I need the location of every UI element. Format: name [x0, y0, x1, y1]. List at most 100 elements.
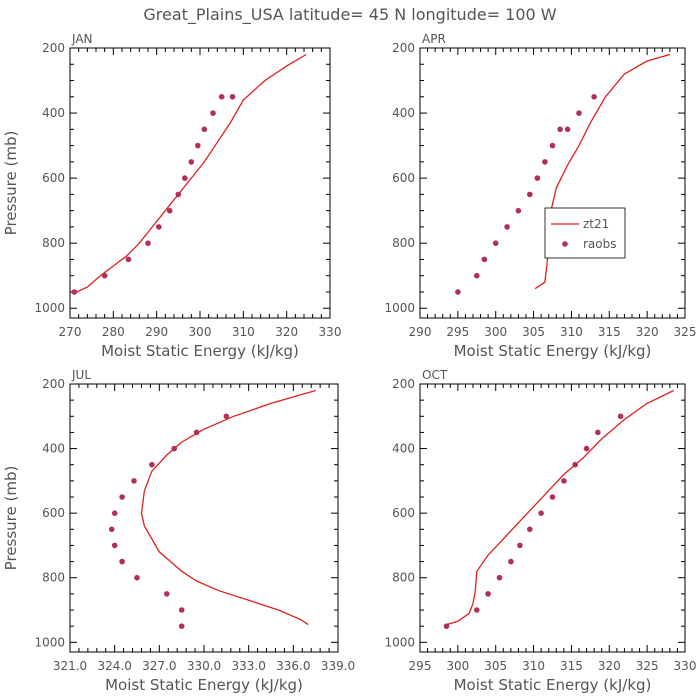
- data-point-raobs: [108, 526, 115, 533]
- legend: zt21 raobs: [544, 207, 626, 259]
- data-point-raobs: [549, 142, 556, 149]
- x-axis-label: Moist Static Energy (kJ/kg): [454, 342, 652, 360]
- x-tick-label: 280: [102, 325, 125, 339]
- data-point-raobs: [561, 478, 567, 484]
- x-tick-label: 305: [484, 659, 507, 673]
- data-point-raobs: [474, 607, 480, 613]
- data-point-raobs: [166, 207, 173, 214]
- x-tick-label: 330: [319, 325, 342, 339]
- series-line-zt21: [534, 53, 671, 290]
- data-point-raobs: [210, 110, 216, 116]
- data-point-raobs: [515, 207, 522, 214]
- data-point-raobs: [119, 494, 125, 500]
- y-axis-label: Pressure (mb): [2, 131, 20, 236]
- y-tick-label: 600: [42, 506, 65, 520]
- x-tick-label: 325: [636, 659, 659, 673]
- data-point-raobs: [201, 126, 208, 133]
- data-point-raobs: [617, 413, 624, 420]
- y-tick-label: 1000: [34, 301, 65, 315]
- y-tick-label: 400: [392, 106, 415, 120]
- data-point-raobs: [595, 429, 601, 436]
- y-tick-label: 200: [42, 377, 65, 391]
- x-tick-label: 300: [446, 659, 469, 673]
- x-tick-label: 333.0: [231, 659, 265, 673]
- y-tick-label: 800: [42, 236, 65, 250]
- panel-label: JAN: [71, 32, 93, 46]
- x-tick-label: 324.0: [97, 659, 131, 673]
- figure-title: Great_Plains_USA latitude= 45 N longitud…: [143, 5, 556, 25]
- legend-point-swatch: [562, 241, 568, 247]
- data-point-raobs: [583, 445, 590, 452]
- data-point-raobs: [564, 126, 571, 133]
- series-line-zt21: [140, 389, 316, 626]
- data-point-raobs: [218, 94, 225, 100]
- data-point-raobs: [145, 240, 151, 246]
- y-tick-label: 200: [42, 41, 65, 55]
- y-tick-label: 800: [42, 571, 65, 585]
- series-line-zt21: [76, 53, 307, 293]
- y-tick-label: 600: [42, 171, 65, 185]
- x-tick-label: 321.0: [53, 659, 87, 673]
- data-point-raobs: [188, 159, 195, 165]
- plot-frame: [69, 383, 339, 653]
- y-tick-label: 200: [392, 377, 415, 391]
- data-point-raobs: [71, 289, 78, 295]
- data-point-raobs: [538, 510, 544, 516]
- data-point-raobs: [156, 224, 162, 230]
- y-axis-label: Pressure (mb): [2, 466, 20, 571]
- x-tick-label: 310: [560, 325, 583, 339]
- x-tick-label: 330.0: [187, 659, 221, 673]
- data-point-raobs: [557, 126, 563, 133]
- y-tick-label: 600: [392, 506, 415, 520]
- panel-jan: JAN 270 280 290 300 310 320 330 200 400 600 800 1000…: [2, 32, 341, 360]
- x-tick-label: 320: [636, 325, 659, 339]
- x-axis-label: Moist Static Energy (kJ/kg): [101, 342, 299, 360]
- x-tick-label: 339.0: [321, 659, 355, 673]
- data-point-raobs: [134, 574, 140, 581]
- data-point-raobs: [576, 110, 582, 116]
- panel-jul: JUL 321.0 324.0 327.0 330.0 333.0 336.0 339.0 20…: [2, 368, 355, 694]
- legend-entry-label: raobs: [583, 237, 617, 251]
- y-tick-label: 400: [392, 442, 415, 456]
- plot-frame: [419, 383, 686, 653]
- panel-apr: APR 290 295 300 305 310 315 320 325 200 400 600 800 1…: [384, 32, 696, 360]
- data-point-raobs: [195, 142, 201, 149]
- data-point-raobs: [527, 526, 533, 533]
- data-point-raobs: [455, 289, 461, 295]
- panel-label: OCT: [422, 368, 448, 382]
- y-tick-label: 1000: [384, 635, 415, 649]
- x-tick-label: 315: [598, 325, 621, 339]
- data-point-raobs: [182, 175, 188, 181]
- y-tick-label: 400: [42, 106, 65, 120]
- x-tick-label: 315: [560, 659, 583, 673]
- data-point-raobs: [125, 256, 132, 263]
- y-tick-label: 1000: [34, 635, 65, 649]
- panel-label: JUL: [71, 368, 91, 382]
- data-point-raobs: [492, 240, 499, 246]
- data-point-raobs: [149, 461, 155, 468]
- plot-frame: [69, 47, 331, 319]
- data-point-raobs: [485, 591, 491, 597]
- panel-label: APR: [422, 32, 446, 46]
- x-tick-label: 305: [522, 325, 545, 339]
- x-tick-label: 270: [59, 325, 82, 339]
- x-tick-label: 310: [232, 325, 255, 339]
- legend-entry-label: zt21: [583, 217, 609, 231]
- data-point-raobs: [481, 256, 488, 263]
- data-point-raobs: [164, 591, 170, 597]
- x-axis-label: Moist Static Energy (kJ/kg): [105, 676, 303, 694]
- data-point-raobs: [223, 413, 230, 420]
- x-tick-label: 290: [409, 325, 432, 339]
- data-point-raobs: [474, 272, 480, 279]
- x-tick-label: 325: [674, 325, 697, 339]
- data-point-raobs: [119, 558, 125, 565]
- x-tick-label: 330: [674, 659, 697, 673]
- x-tick-label: 290: [145, 325, 168, 339]
- data-point-raobs: [111, 542, 118, 549]
- x-tick-label: 320: [275, 325, 298, 339]
- data-point-raobs: [111, 510, 118, 516]
- x-axis-label: Moist Static Energy (kJ/kg): [454, 676, 652, 694]
- x-tick-label: 300: [484, 325, 507, 339]
- y-tick-label: 200: [392, 41, 415, 55]
